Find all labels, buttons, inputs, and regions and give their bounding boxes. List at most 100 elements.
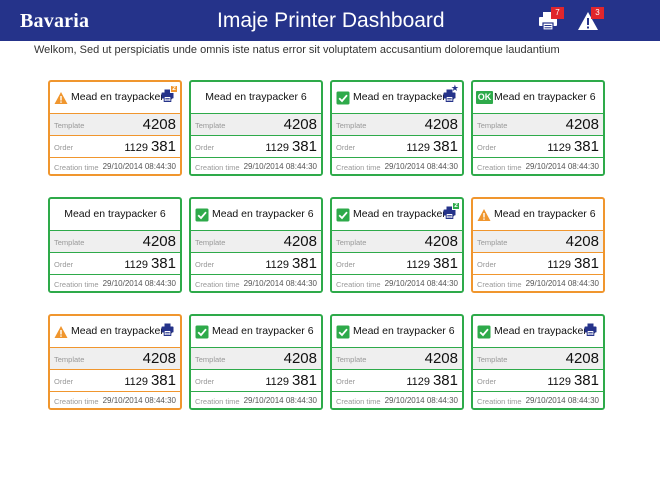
divider (473, 391, 603, 392)
printer-icon (161, 89, 174, 102)
alerts-button[interactable]: 3 (577, 7, 604, 32)
card-printer-button[interactable] (584, 323, 597, 336)
divider (50, 230, 180, 231)
order-label: Order (477, 260, 497, 269)
warning-icon (54, 92, 68, 104)
divider (332, 369, 462, 370)
welcome-message: Welkom, Sed ut perspiciatis unde omnis i… (34, 44, 560, 56)
order-value: 1129 381 (406, 255, 458, 273)
printer-card[interactable]: Mead en traypacker 6 2 Template 4208 Order 11… (330, 197, 464, 293)
divider (473, 252, 603, 253)
creation-time-value: 29/10/2014 08:44:30 (102, 162, 176, 171)
divider (50, 369, 180, 370)
printer-card[interactable]: Mead en traypacker 6 ★ Template 4208 Order 11… (330, 80, 464, 176)
order-label: Order (336, 143, 356, 152)
order-number: 381 (291, 372, 317, 389)
bavaria-logo[interactable]: Bavaria (20, 10, 90, 32)
creation-time-row: Creation time 29/10/2014 08:44:30 (332, 158, 462, 174)
creation-time-value: 29/10/2014 08:44:30 (243, 396, 317, 405)
divider (50, 157, 180, 158)
card-printer-button[interactable] (443, 206, 456, 219)
printer-card[interactable]: Mead en traypacker 6 Template 4208 Order 112… (48, 314, 182, 410)
order-value: 1129 381 (124, 255, 176, 273)
machine-name: Mead en traypacker 6 (212, 208, 314, 220)
printer-card[interactable]: Mead en traypacker 6 2 Template 4208 Order 11… (48, 80, 182, 176)
order-prefix: 1129 (124, 142, 148, 154)
order-prefix: 1129 (124, 376, 148, 388)
creation-time-label: Creation time (477, 397, 522, 406)
order-row: Order 1129 381 (332, 253, 462, 275)
printer-card[interactable]: Mead en traypacker 6 Template 4208 Order 112… (189, 314, 323, 410)
status-check (336, 91, 350, 105)
printers-button[interactable]: 7 (537, 7, 564, 32)
order-label: Order (54, 260, 74, 269)
order-label: Order (336, 377, 356, 386)
template-label: Template (54, 121, 85, 130)
order-row: Order 1129 381 (191, 370, 321, 392)
template-value: 4208 (424, 233, 458, 250)
template-value: 4208 (142, 233, 176, 250)
order-prefix: 1129 (406, 142, 430, 154)
creation-time-row: Creation time 29/10/2014 08:44:30 (332, 275, 462, 291)
divider (473, 157, 603, 158)
printer-icon (539, 12, 557, 31)
printer-icon (443, 89, 456, 102)
divider (473, 113, 603, 114)
order-label: Order (477, 377, 497, 386)
card-header: Mead en traypacker 6 (473, 199, 603, 231)
order-label: Order (54, 143, 74, 152)
printer-card[interactable]: Mead en traypacker 6 Template 4208 Order 112… (189, 197, 323, 293)
printer-card[interactable]: Mead en traypacker 6 Template 4208 Order 112… (471, 314, 605, 410)
card-printer-button[interactable] (161, 89, 174, 102)
card-header: Mead en traypacker 6 (191, 199, 321, 231)
order-value: 1129 381 (406, 138, 458, 156)
printer-icon (584, 323, 597, 336)
creation-time-label: Creation time (54, 163, 99, 172)
card-header: Mead en traypacker 6 (50, 199, 180, 231)
order-number: 381 (150, 138, 176, 155)
order-value: 1129 381 (547, 138, 599, 156)
machine-name: Mead en traypacker 6 (494, 91, 596, 103)
order-row: Order 1129 381 (50, 370, 180, 392)
template-label: Template (54, 355, 85, 364)
template-value: 4208 (565, 233, 599, 250)
creation-time-value: 29/10/2014 08:44:30 (384, 279, 458, 288)
card-header: OK Mead en traypacker 6 (473, 82, 603, 114)
order-prefix: 1129 (547, 259, 571, 271)
order-row: Order 1129 381 (191, 253, 321, 275)
creation-time-row: Creation time 29/10/2014 08:44:30 (50, 275, 180, 291)
divider (332, 391, 462, 392)
order-number: 381 (432, 372, 458, 389)
order-value: 1129 381 (265, 372, 317, 390)
template-value: 4208 (565, 350, 599, 367)
order-prefix: 1129 (406, 259, 430, 271)
printer-card[interactable]: Mead en traypacker 6 Template 4208 Order 112… (330, 314, 464, 410)
card-header: Mead en traypacker 6 (191, 316, 321, 348)
star-icon: ★ (450, 83, 459, 93)
printer-card[interactable]: Mead en traypacker 6 Template 4208 Order 112… (471, 197, 605, 293)
order-label: Order (195, 143, 215, 152)
template-value: 4208 (283, 116, 317, 133)
creation-time-row: Creation time 29/10/2014 08:44:30 (473, 158, 603, 174)
template-label: Template (336, 355, 367, 364)
printer-card[interactable]: Mead en traypacker 6 Template 4208 Order 112… (189, 80, 323, 176)
creation-time-label: Creation time (195, 163, 240, 172)
order-label: Order (477, 143, 497, 152)
divider (50, 135, 180, 136)
template-value: 4208 (142, 116, 176, 133)
creation-time-value: 29/10/2014 08:44:30 (525, 396, 599, 405)
status-warning (54, 325, 68, 339)
printer-card[interactable]: Mead en traypacker 6 Template 4208 Order 112… (48, 197, 182, 293)
card-printer-button[interactable] (161, 323, 174, 336)
printer-icon (161, 323, 174, 336)
template-value: 4208 (142, 350, 176, 367)
template-value: 4208 (424, 350, 458, 367)
card-printer-button[interactable] (443, 89, 456, 102)
template-label: Template (54, 238, 85, 247)
creation-time-row: Creation time 29/10/2014 08:44:30 (191, 392, 321, 408)
printer-card[interactable]: OK Mead en traypacker 6 Template 4208 Order 1… (471, 80, 605, 176)
creation-time-label: Creation time (195, 397, 240, 406)
creation-time-row: Creation time 29/10/2014 08:44:30 (50, 158, 180, 174)
divider (191, 230, 321, 231)
